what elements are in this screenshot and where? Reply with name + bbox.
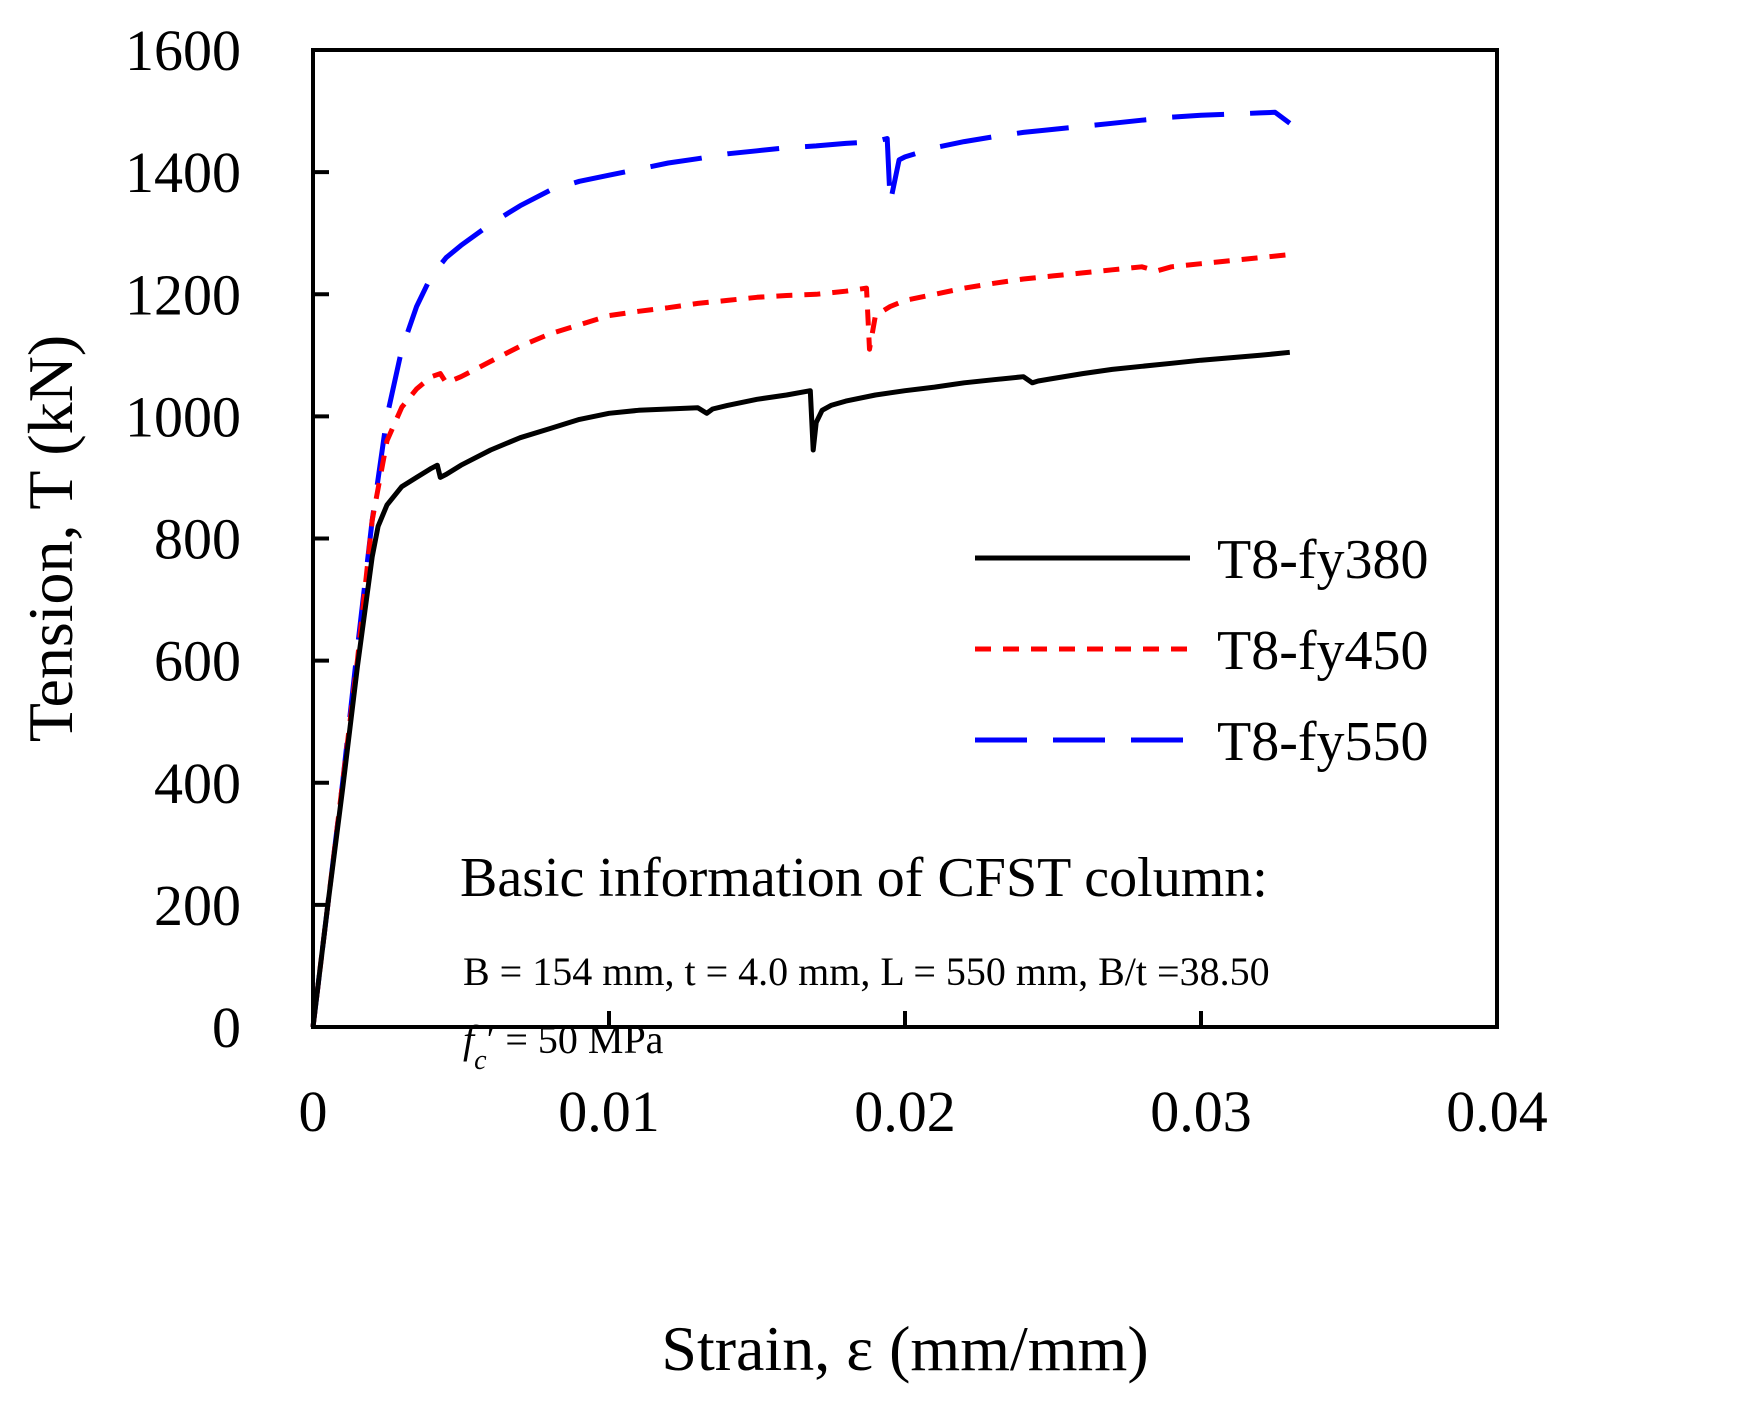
y-tick-label: 0	[212, 995, 241, 1060]
x-tick-label: 0.04	[1446, 1079, 1548, 1144]
fc-prime: ′	[487, 1017, 496, 1062]
y-tick-label: 1600	[125, 18, 241, 83]
x-tick-label: 0.02	[854, 1079, 956, 1144]
y-tick-label: 600	[154, 629, 241, 694]
y-tick-label: 200	[154, 873, 241, 938]
series-layer	[310, 109, 1292, 1028]
legend-label-t8-fy380: T8-fy380	[1217, 529, 1429, 591]
legend-label-t8-fy550: T8-fy550	[1217, 711, 1429, 773]
annotation-title: Basic information of CFST column:	[460, 847, 1268, 909]
y-axis-title: Tension, T (kN)	[15, 335, 86, 742]
annotation-concrete-strength: fc′ = 50 MPa	[463, 1017, 664, 1076]
fc-value: = 50 MPa	[495, 1017, 663, 1062]
y-tick-label: 1200	[125, 262, 241, 327]
y-tick-label: 1400	[125, 140, 241, 205]
y-tick-label: 800	[154, 507, 241, 572]
series-line-t8-fy380	[310, 349, 1291, 1028]
x-tick-label: 0.03	[1150, 1079, 1252, 1144]
x-tick-label: 0	[299, 1079, 328, 1144]
series-line-t8-fy550	[310, 109, 1292, 1028]
annotation-box: Basic information of CFST column: B = 15…	[460, 847, 1270, 1076]
x-tick-label: 0.01	[558, 1079, 660, 1144]
legend-label-t8-fy450: T8-fy450	[1217, 620, 1429, 682]
legend: T8-fy380 T8-fy450 T8-fy550	[975, 529, 1429, 773]
y-tick-label: 1000	[125, 384, 241, 449]
annotation-geometry: B = 154 mm, t = 4.0 mm, L = 550 mm, B/t …	[463, 949, 1270, 994]
x-axis-title: Strain, ε (mm/mm)	[661, 1313, 1148, 1384]
series-line-t8-fy450	[310, 252, 1291, 1028]
y-tick-label: 400	[154, 751, 241, 816]
fc-subscript: c	[474, 1045, 487, 1076]
ticks-layer: 0 200 400 600 800 1000 1200 1400 1600 0 0.01 0.02 0.…	[125, 18, 1548, 1144]
